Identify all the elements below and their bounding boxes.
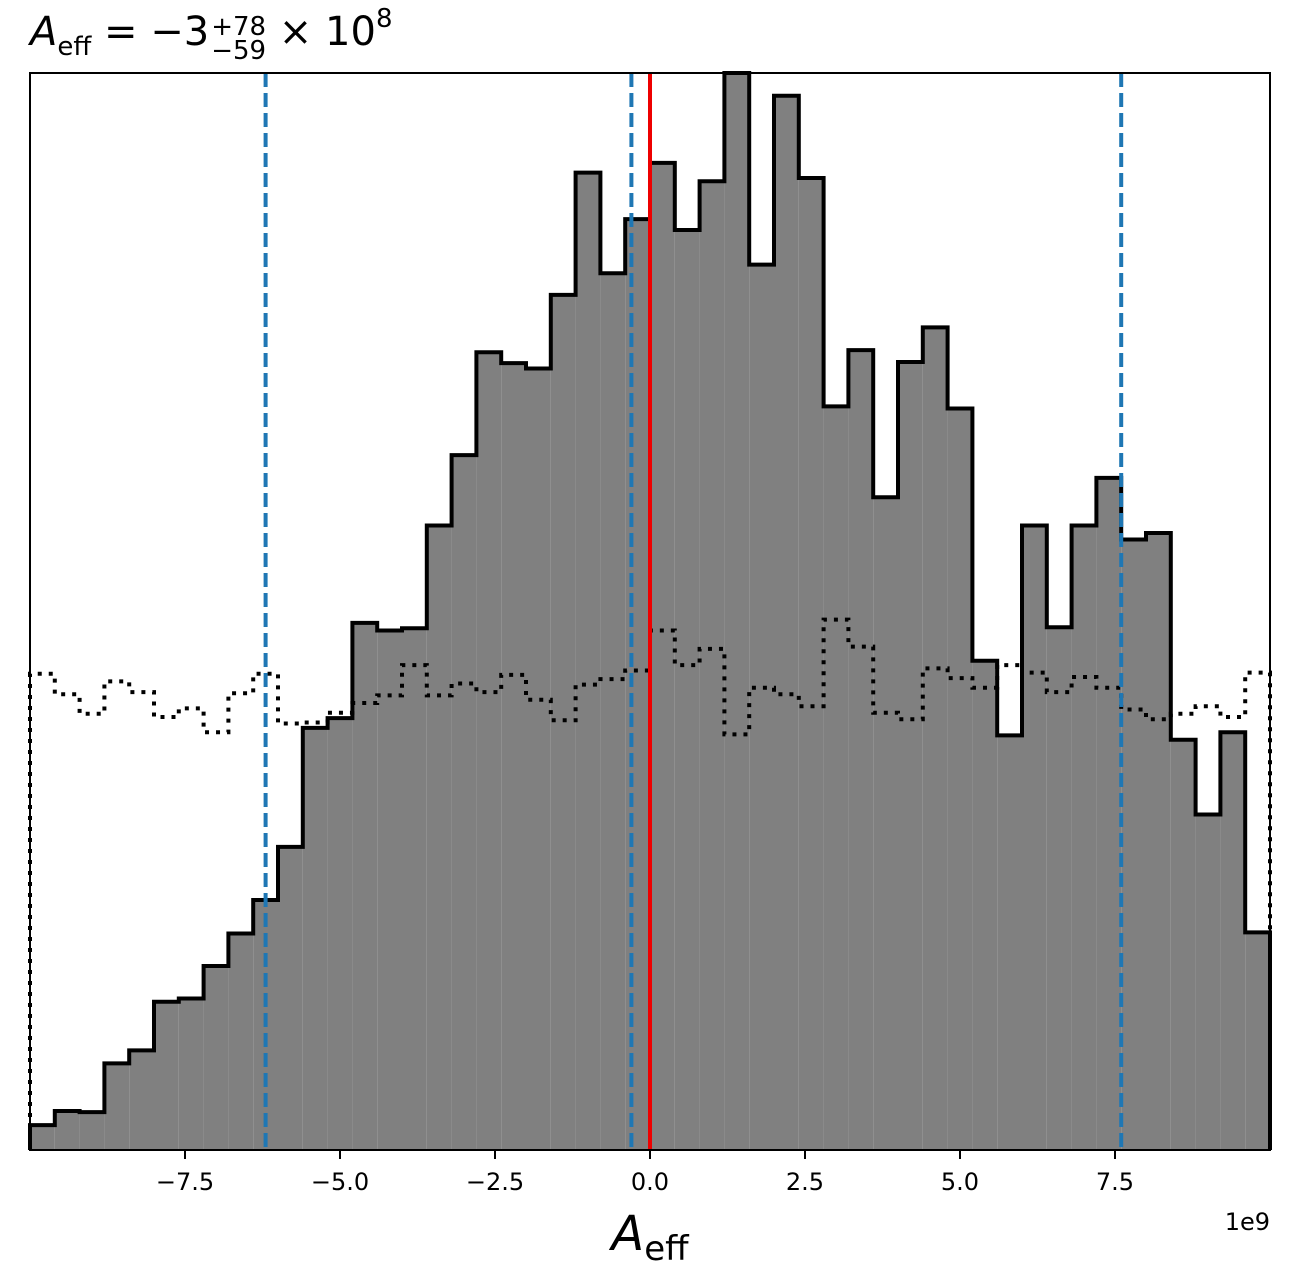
title-errors: +78 −59 [211,12,267,66]
x-axis-label-subscript: eff [644,1229,690,1269]
title-times: × 10 [266,9,376,55]
posterior-bar [947,408,973,1150]
posterior-bar [30,1125,55,1150]
posterior-bar [79,1112,105,1150]
x-tick-label: −5.0 [311,1168,369,1196]
posterior-bar [699,181,725,1150]
posterior-bar [278,846,303,1150]
x-tick-label: 0.0 [631,1168,669,1196]
posterior-bar [650,162,675,1150]
posterior-bar [972,660,998,1150]
posterior-bar [898,362,923,1150]
posterior-bar [774,95,799,1150]
title-error-plus: +78 [211,12,267,42]
posterior-bar [575,172,601,1150]
title-exponent: 8 [375,4,393,34]
posterior-bar [1170,739,1196,1150]
posterior-bar [228,933,254,1150]
x-tick-label: −7.5 [156,1168,214,1196]
posterior-bar [526,368,551,1150]
posterior-bar [550,294,576,1150]
posterior-bar [674,229,700,1150]
posterior-bar [724,73,750,1150]
title-symbol-subscript: eff [57,32,92,62]
posterior-bar [178,998,204,1150]
posterior-bar [402,628,427,1150]
posterior-bar [1121,539,1146,1150]
x-axis-ticks: −7.5 −5.0 −2.5 0.0 2.5 5.0 7.5 [156,1150,1134,1196]
posterior-bar [823,406,849,1150]
posterior-bar [1245,932,1270,1150]
posterior-bar [749,264,774,1151]
posterior-bar [104,1063,130,1150]
x-offset-label: 1e9 [1225,1208,1270,1236]
posterior-bar [600,273,626,1151]
posterior-bar [1096,477,1122,1150]
posterior-bar [352,622,378,1150]
posterior-bar [1146,533,1171,1150]
posterior-bar [129,1050,154,1150]
title-symbol: A [30,9,58,55]
x-tick-label: 2.5 [786,1168,824,1196]
posterior-bar [154,1001,179,1150]
posterior-bar [922,327,948,1150]
posterior-bar [426,525,452,1150]
x-axis-label-symbol: A [608,1206,644,1262]
posterior-bar [1022,525,1047,1150]
x-tick-label: 5.0 [941,1168,979,1196]
posterior-bar [798,177,824,1151]
posterior-bar [1046,627,1072,1150]
posterior-bar [848,350,874,1150]
posterior-histogram [28,71,1272,1151]
posterior-bar [501,363,526,1150]
posterior-bar [203,965,229,1150]
posterior-bar [54,1111,80,1150]
x-tick-label: −2.5 [466,1168,524,1196]
reference-lines [263,73,1124,1150]
x-tick-label: 7.5 [1096,1168,1134,1196]
posterior-bar [377,630,402,1150]
posterior-bar [997,735,1022,1150]
posterior-bar [1071,525,1097,1150]
chart-title: Aeff = −3 +78 −59 × 108 [30,4,393,66]
posterior-bar [302,727,328,1150]
posterior-bar [625,219,650,1151]
title-value: = −3 [91,9,210,55]
posterior-bar [1195,814,1221,1150]
posterior-bar [451,455,477,1151]
posterior-bar [476,352,502,1150]
posterior-bar [873,497,898,1150]
title-error-minus: −59 [211,36,267,66]
posterior-bar [327,718,353,1150]
x-axis-label: Aeff [608,1206,690,1269]
posterior-bar [1220,732,1246,1150]
